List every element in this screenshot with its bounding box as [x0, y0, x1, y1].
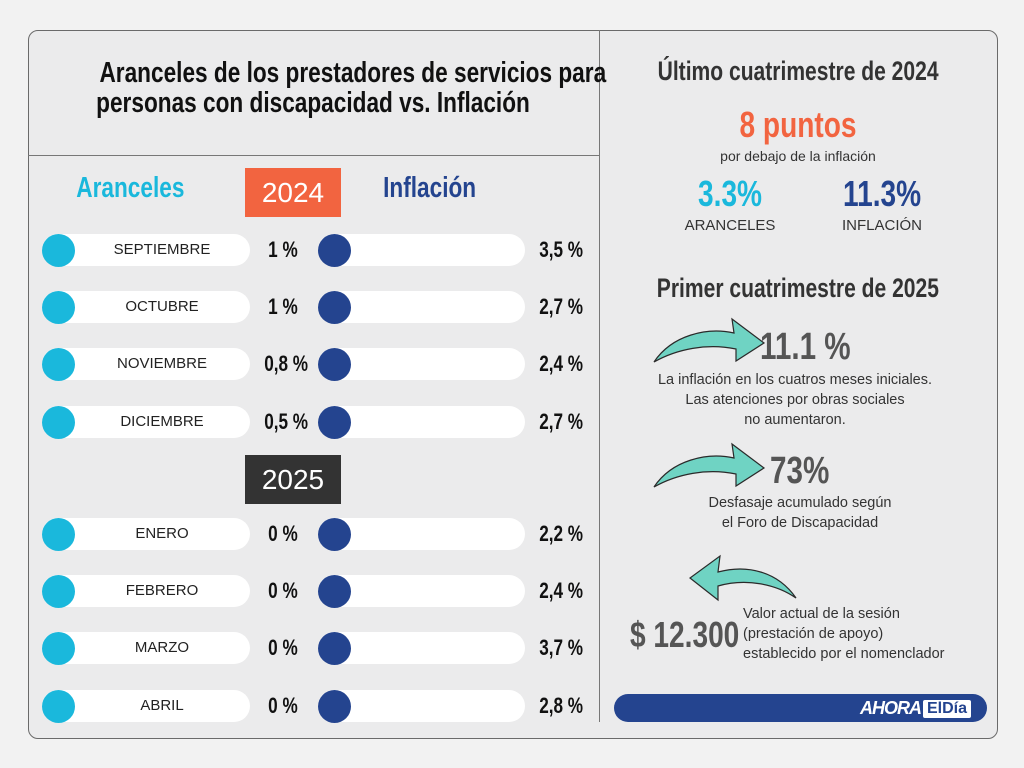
- aranceles-value: 0 %: [268, 635, 298, 660]
- aranceles-dot: [42, 233, 75, 267]
- inflacion-dot: [318, 517, 351, 551]
- inflacion-value: 2,7 %: [539, 294, 583, 319]
- highlight-subtitle: por debajo de la inflación: [720, 148, 876, 164]
- aranceles-total-label: ARANCELES: [684, 217, 776, 234]
- aranceles-bar: [42, 291, 250, 323]
- title-line-2: personas con discapacidad vs. Inflación: [96, 87, 531, 119]
- inflacion-value: 2,8 %: [539, 693, 583, 718]
- text-73: Desfasaje acumulado según el Foro de Disc…: [708, 495, 892, 531]
- aranceles-value: 0,8 %: [264, 351, 309, 376]
- aranceles-value: 1 %: [268, 237, 298, 262]
- last-2024-heading: Último cuatrimestre de 2024: [657, 56, 939, 86]
- aranceles-bar: [42, 575, 250, 607]
- logo-ahora: AHORA: [859, 698, 922, 718]
- inflacion-header: Inflación: [383, 172, 477, 204]
- aranceles-bar: [42, 234, 250, 266]
- month-label: OCTUBRE: [125, 298, 199, 315]
- inflacion-bar: [318, 632, 525, 664]
- arrow-right-icon: [653, 317, 766, 363]
- highlight-value: 8 puntos: [739, 104, 857, 145]
- aranceles-dot: [42, 405, 75, 439]
- month-label: NOVIEMBRE: [116, 355, 207, 372]
- month-label: SEPTIEMBRE: [113, 241, 211, 258]
- inflacion-bar: [318, 690, 525, 722]
- infographic-card: [28, 30, 998, 739]
- aranceles-total: 3.3%: [697, 173, 763, 214]
- aranceles-bar: [42, 348, 250, 380]
- inflacion-value: 3,7 %: [539, 635, 583, 660]
- month-label: MARZO: [134, 639, 190, 656]
- inflacion-value: 3,5 %: [539, 237, 583, 262]
- aranceles-value: 0 %: [268, 521, 298, 546]
- inflacion-value: 2,4 %: [539, 351, 583, 376]
- first-2025-heading: Primer cuatrimestre de 2025: [656, 273, 940, 303]
- eldia-logo: AHORA ElDía: [859, 698, 971, 718]
- month-label: ABRIL: [140, 697, 184, 714]
- year-2025-badge: 2025: [245, 455, 341, 504]
- inflacion-dot: [318, 347, 351, 381]
- arrow-right-icon: [653, 442, 766, 488]
- text-12300: Valor actual de la sesión (prestación de …: [743, 606, 945, 662]
- aranceles-value: 1 %: [268, 294, 298, 319]
- aranceles-dot: [42, 574, 75, 608]
- aranceles-dot: [42, 631, 75, 665]
- inflacion-value: 2,7 %: [539, 409, 583, 434]
- divider-vertical: [599, 30, 600, 722]
- inflacion-dot: [318, 631, 351, 665]
- footer-bar: AHORA ElDía: [614, 694, 987, 722]
- inflacion-total-label: INFLACIÓN: [841, 217, 922, 234]
- logo-eldia: ElDía: [922, 699, 971, 718]
- aranceles-bar: [42, 406, 250, 438]
- title-line-1: Aranceles de los prestadores de servicio…: [99, 57, 607, 89]
- aranceles-bar: [42, 632, 250, 664]
- aranceles-dot: [42, 290, 75, 324]
- aranceles-dot: [42, 517, 75, 551]
- aranceles-value: 0,5 %: [264, 409, 309, 434]
- aranceles-bar: [42, 518, 250, 550]
- inflacion-bar: [318, 575, 525, 607]
- aranceles-value: 0 %: [268, 578, 298, 603]
- value-12300: $ 12.300: [630, 614, 740, 655]
- value-73: 73%: [770, 450, 830, 492]
- inflacion-bar: [318, 234, 525, 266]
- inflacion-dot: [318, 290, 351, 324]
- aranceles-dot: [42, 689, 75, 723]
- text-11-1: La inflación en los cuatros meses inicia…: [657, 372, 933, 428]
- aranceles-bar: [42, 690, 250, 722]
- inflacion-dot: [318, 689, 351, 723]
- inflacion-total: 11.3%: [842, 173, 922, 214]
- month-label: FEBRERO: [125, 582, 199, 599]
- inflacion-bar: [318, 291, 525, 323]
- page-title: Aranceles de los prestadores de servicio…: [28, 58, 607, 119]
- month-label: DICIEMBRE: [120, 413, 204, 430]
- inflacion-bar: [318, 406, 525, 438]
- inflacion-value: 2,4 %: [539, 578, 583, 603]
- month-label: ENERO: [135, 525, 189, 542]
- inflacion-dot: [318, 574, 351, 608]
- inflacion-value: 2,2 %: [539, 521, 583, 546]
- arrow-left-icon: [689, 554, 797, 602]
- inflacion-dot: [318, 405, 351, 439]
- aranceles-value: 0 %: [268, 693, 298, 718]
- divider-horizontal: [28, 155, 599, 156]
- inflacion-bar: [318, 348, 525, 380]
- year-2024-badge: 2024: [245, 168, 341, 217]
- inflacion-dot: [318, 233, 351, 267]
- aranceles-dot: [42, 347, 75, 381]
- value-11-1: 11.1 %: [760, 326, 851, 368]
- inflacion-bar: [318, 518, 525, 550]
- aranceles-header: Aranceles: [75, 172, 185, 204]
